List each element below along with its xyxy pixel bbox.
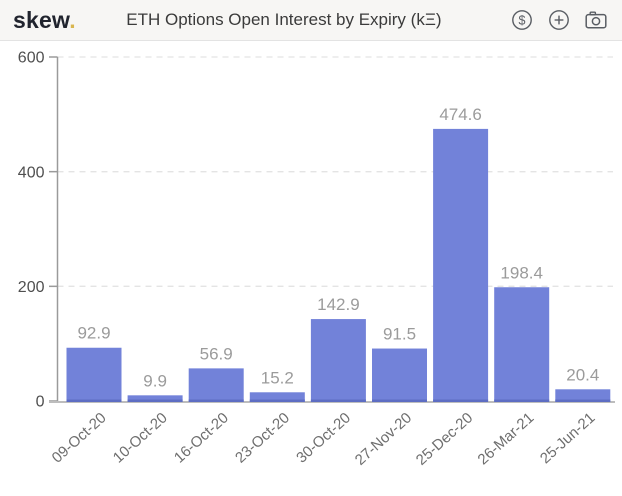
bar-bottom-edge — [310, 399, 366, 402]
x-axis-label: 25-Dec-20 — [413, 409, 476, 469]
bar-23-Oct-20[interactable] — [249, 392, 305, 402]
x-axis-label: 27-Nov-20 — [352, 409, 415, 469]
chart-title: ETH Options Open Interest by Expiry (kΞ) — [126, 10, 442, 29]
bar-bottom-edge — [188, 399, 244, 402]
bar-value-label: 142.9 — [317, 295, 360, 314]
bar-value-label: 92.9 — [77, 324, 110, 343]
bar-value-label: 20.4 — [566, 365, 599, 384]
bar-30-Oct-20[interactable] — [310, 319, 366, 402]
bar-25-Jun-21[interactable] — [555, 389, 611, 402]
dollar-circle-icon: $ — [512, 10, 532, 30]
x-axis-label: 30-Oct-20 — [293, 409, 354, 466]
bar-27-Nov-20[interactable] — [372, 348, 427, 402]
bar-value-label: 15.2 — [261, 368, 294, 387]
bar-value-label: 91.5 — [383, 325, 416, 344]
bar-value-label: 198.4 — [500, 263, 543, 282]
skew-logo-text: skew — [13, 6, 70, 33]
add-button[interactable] — [547, 8, 571, 32]
bar-bottom-edge — [433, 399, 489, 402]
camera-icon — [585, 11, 607, 29]
bar-bottom-edge — [372, 399, 427, 402]
x-axis-label: 16-Oct-20 — [171, 409, 232, 466]
bar-bottom-edge — [494, 399, 550, 402]
y-tick-label: 400 — [18, 164, 45, 181]
skew-logo-dot: . — [69, 6, 76, 33]
bar-25-Dec-20[interactable] — [433, 128, 489, 402]
plus-circle-icon — [549, 10, 569, 30]
bar-10-Oct-20[interactable] — [127, 395, 183, 402]
bar-09-Oct-20[interactable] — [66, 347, 122, 402]
x-axis-label: 10-Oct-20 — [110, 409, 171, 466]
screenshot-button[interactable] — [584, 8, 608, 32]
header-bar: skew. ETH Options Open Interest by Expir… — [0, 0, 622, 41]
bar-chart: 0 200 400 600 92.9 09-Oct-20 9.9 10-Oct-20 56.9 1… — [18, 50, 615, 469]
bar-bottom-edge — [249, 399, 305, 402]
svg-text:$: $ — [519, 13, 526, 27]
x-axis-label: 26-Mar-21 — [475, 409, 538, 468]
bar-bottom-edge — [127, 399, 183, 402]
bar-bottom-edge — [66, 399, 122, 402]
chart-area: 0 200 400 600 92.9 09-Oct-20 9.9 10-Oct-20 56.9 1… — [0, 41, 622, 491]
bar-value-label: 56.9 — [200, 344, 233, 363]
bar-16-Oct-20[interactable] — [188, 368, 244, 402]
bar-value-label: 474.6 — [439, 105, 482, 124]
y-tick-label: 200 — [18, 279, 45, 296]
title-container: ETH Options Open Interest by Expiry (kΞ) — [76, 10, 510, 30]
x-axis-label: 25-Jun-21 — [537, 409, 599, 467]
currency-toggle-button[interactable]: $ — [510, 8, 534, 32]
header-icon-group: $ — [510, 8, 608, 32]
x-axis-label: 23-Oct-20 — [232, 409, 293, 466]
skew-logo[interactable]: skew. — [13, 6, 76, 33]
bar-bottom-edge — [555, 399, 611, 402]
x-axis-label: 09-Oct-20 — [49, 409, 110, 466]
y-tick-label: 0 — [36, 394, 45, 411]
y-tick-label: 600 — [18, 50, 45, 67]
bar-value-label: 9.9 — [143, 371, 167, 390]
bar-26-Mar-21[interactable] — [494, 287, 550, 402]
